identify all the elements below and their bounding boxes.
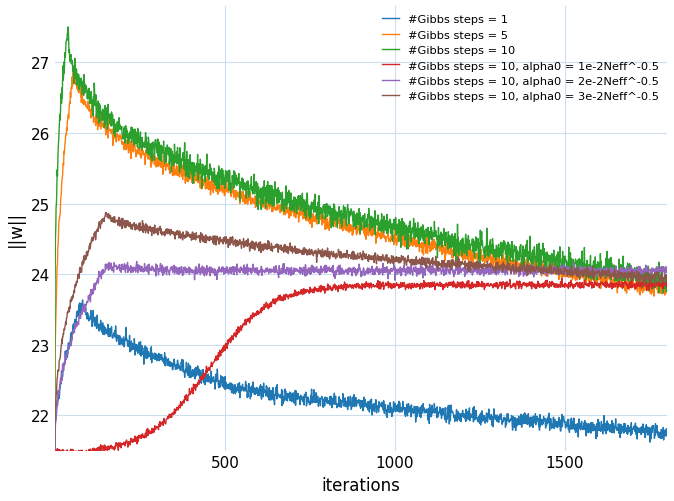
Line: #Gibbs steps = 10, alpha0 = 1e-2Neff^-0.5: #Gibbs steps = 10, alpha0 = 1e-2Neff^-0.… (55, 279, 667, 458)
#Gibbs steps = 5 (301, 214, 309, 220)
#Gibbs steps = 10, alpha0 = 3e-2Neff^-0.5 (280, 244, 288, 250)
#Gibbs steps = 10, alpha0 = 2e-2Neff^-0.5 (301, 266, 309, 272)
#Gibbs steps = 1 (182, 366, 190, 372)
#Gibbs steps = 1 (86, 315, 94, 321)
#Gibbs steps = 5 (469, 252, 477, 258)
Line: #Gibbs steps = 5: #Gibbs steps = 5 (55, 64, 667, 443)
Line: #Gibbs steps = 1: #Gibbs steps = 1 (55, 301, 667, 449)
Y-axis label: ||w||: ||w|| (7, 211, 25, 247)
#Gibbs steps = 10, alpha0 = 3e-2Neff^-0.5 (182, 232, 190, 238)
#Gibbs steps = 10 (86, 98, 94, 104)
#Gibbs steps = 10 (280, 209, 288, 215)
#Gibbs steps = 5 (280, 205, 288, 211)
#Gibbs steps = 10, alpha0 = 3e-2Neff^-0.5 (51, 446, 59, 452)
#Gibbs steps = 10, alpha0 = 1e-2Neff^-0.5 (51, 450, 59, 456)
#Gibbs steps = 10 (663, 275, 671, 281)
#Gibbs steps = 10, alpha0 = 2e-2Neff^-0.5 (469, 270, 477, 276)
#Gibbs steps = 10, alpha0 = 1e-2Neff^-0.5 (86, 448, 94, 454)
#Gibbs steps = 5 (86, 109, 94, 115)
#Gibbs steps = 5 (182, 166, 190, 172)
#Gibbs steps = 10 (182, 174, 190, 180)
#Gibbs steps = 5 (71, 61, 79, 67)
#Gibbs steps = 10, alpha0 = 3e-2Neff^-0.5 (301, 249, 309, 255)
#Gibbs steps = 10, alpha0 = 3e-2Neff^-0.5 (469, 265, 477, 271)
#Gibbs steps = 10, alpha0 = 3e-2Neff^-0.5 (86, 241, 94, 247)
Line: #Gibbs steps = 10, alpha0 = 2e-2Neff^-0.5: #Gibbs steps = 10, alpha0 = 2e-2Neff^-0.… (55, 262, 667, 450)
#Gibbs steps = 10, alpha0 = 1e-2Neff^-0.5 (304, 288, 312, 294)
#Gibbs steps = 10, alpha0 = 1e-2Neff^-0.5 (301, 291, 309, 297)
#Gibbs steps = 1 (469, 405, 477, 411)
#Gibbs steps = 10, alpha0 = 1e-2Neff^-0.5 (558, 276, 566, 282)
#Gibbs steps = 10 (64, 25, 72, 31)
#Gibbs steps = 10, alpha0 = 1e-2Neff^-0.5 (469, 282, 477, 288)
#Gibbs steps = 10 (304, 207, 312, 213)
#Gibbs steps = 10, alpha0 = 2e-2Neff^-0.5 (280, 261, 288, 267)
#Gibbs steps = 10, alpha0 = 2e-2Neff^-0.5 (663, 266, 671, 272)
#Gibbs steps = 10, alpha0 = 2e-2Neff^-0.5 (182, 270, 190, 276)
#Gibbs steps = 1 (79, 298, 87, 304)
#Gibbs steps = 1 (301, 394, 309, 400)
Line: #Gibbs steps = 10, alpha0 = 3e-2Neff^-0.5: #Gibbs steps = 10, alpha0 = 3e-2Neff^-0.… (55, 213, 667, 449)
#Gibbs steps = 10 (469, 249, 477, 255)
#Gibbs steps = 10 (51, 453, 59, 459)
Line: #Gibbs steps = 10: #Gibbs steps = 10 (55, 28, 667, 456)
#Gibbs steps = 10, alpha0 = 1e-2Neff^-0.5 (663, 285, 671, 291)
#Gibbs steps = 10, alpha0 = 2e-2Neff^-0.5 (86, 292, 94, 298)
X-axis label: iterations: iterations (321, 476, 400, 494)
#Gibbs steps = 10, alpha0 = 3e-2Neff^-0.5 (663, 272, 671, 278)
Legend: #Gibbs steps = 1, #Gibbs steps = 5, #Gibbs steps = 10, #Gibbs steps = 10, alpha0: #Gibbs steps = 1, #Gibbs steps = 5, #Gib… (377, 11, 664, 107)
#Gibbs steps = 1 (304, 394, 312, 400)
#Gibbs steps = 10, alpha0 = 2e-2Neff^-0.5 (51, 447, 59, 453)
#Gibbs steps = 10, alpha0 = 1e-2Neff^-0.5 (182, 395, 190, 401)
#Gibbs steps = 5 (51, 440, 59, 446)
#Gibbs steps = 10, alpha0 = 1e-2Neff^-0.5 (84, 455, 92, 461)
#Gibbs steps = 10, alpha0 = 2e-2Neff^-0.5 (304, 267, 312, 273)
#Gibbs steps = 1 (663, 430, 671, 436)
#Gibbs steps = 10, alpha0 = 1e-2Neff^-0.5 (280, 292, 288, 298)
#Gibbs steps = 5 (663, 288, 671, 294)
#Gibbs steps = 10, alpha0 = 3e-2Neff^-0.5 (304, 247, 312, 254)
#Gibbs steps = 5 (304, 204, 312, 210)
#Gibbs steps = 1 (51, 446, 59, 452)
#Gibbs steps = 10, alpha0 = 3e-2Neff^-0.5 (102, 210, 110, 216)
#Gibbs steps = 1 (280, 398, 288, 404)
#Gibbs steps = 10 (301, 206, 309, 212)
#Gibbs steps = 10, alpha0 = 2e-2Neff^-0.5 (133, 259, 141, 265)
